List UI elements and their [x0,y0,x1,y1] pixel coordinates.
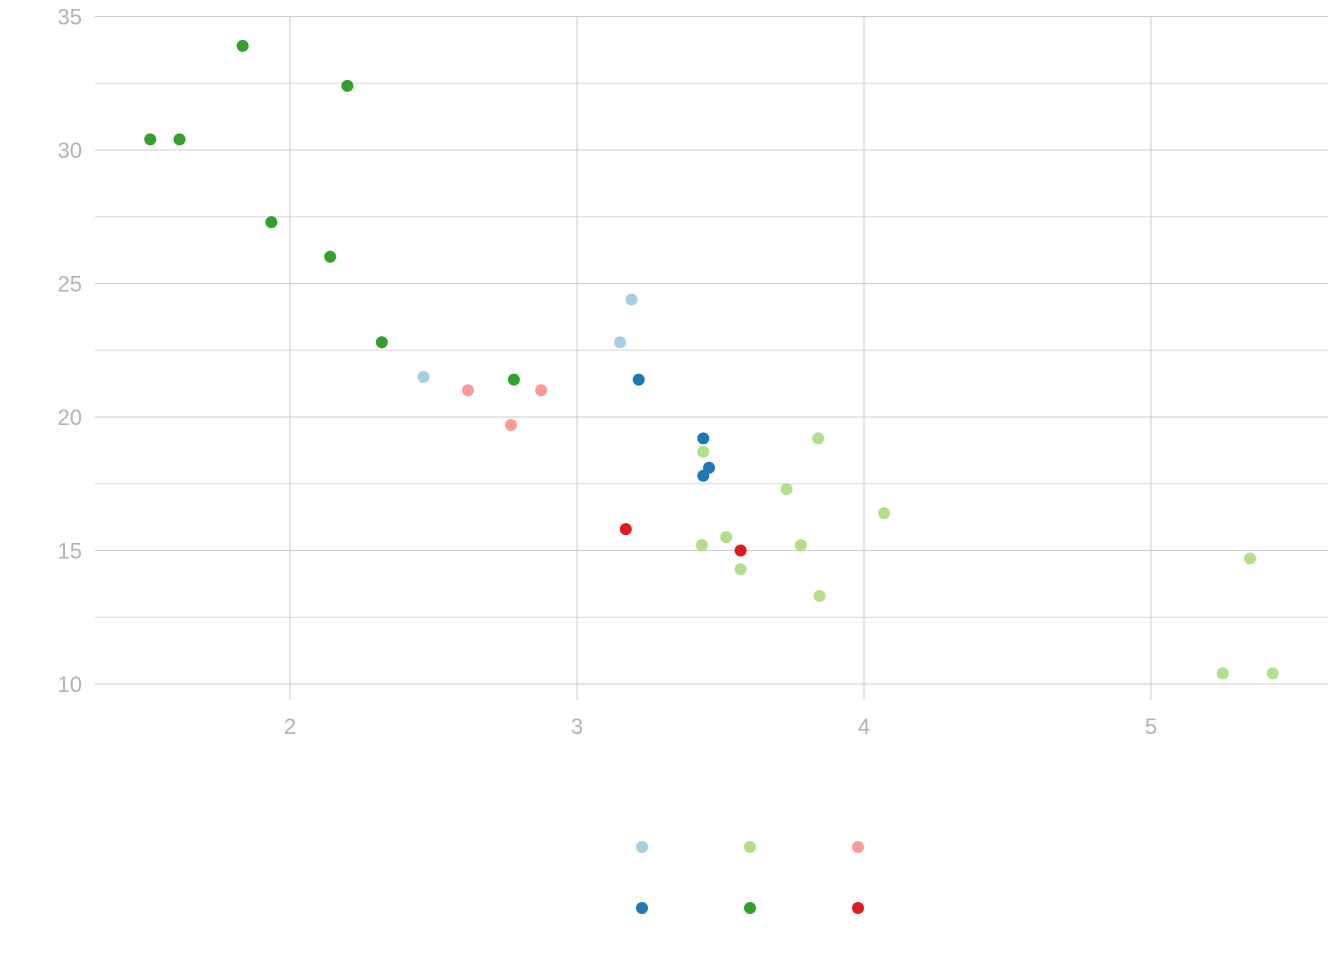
x-axis-ticks: 2 3 4 5 [284,714,1157,739]
data-point [461,384,474,397]
data-point [1216,667,1229,680]
data-point [1266,667,1279,680]
data-point [265,216,278,229]
legend-key [636,902,648,914]
x-tick-label: 3 [571,714,583,739]
y-tick-label: 30 [58,138,82,163]
data-point [632,373,645,386]
legend-key [852,902,864,914]
data-point [813,589,826,602]
y-tick-label: 25 [58,272,82,297]
data-point [794,539,807,552]
data-point [614,336,627,349]
data-point [144,133,157,146]
data-point [236,39,249,52]
legend-key [744,902,756,914]
y-tick-label: 35 [58,5,82,30]
data-point [697,445,710,458]
data-point [619,523,632,536]
data-point [625,293,638,306]
legend-key [852,841,864,853]
data-point [341,79,354,92]
x-tick-label: 4 [858,714,870,739]
data-point [695,539,708,552]
data-point [812,432,825,445]
data-point [697,432,710,445]
data-point [734,563,747,576]
y-tick-label: 10 [58,672,82,697]
data-point [780,483,793,496]
y-tick-label: 15 [58,539,82,564]
data-point [697,469,710,482]
data-point [324,250,337,263]
y-axis-ticks: 10 15 20 25 30 35 [58,5,82,698]
legend-key [636,841,648,853]
y-tick-label: 20 [58,405,82,430]
data-point [173,133,186,146]
data-point [417,370,430,383]
data-point [878,507,891,520]
data-point [507,373,520,386]
data-point [504,419,517,432]
data-point [1244,552,1257,565]
data-point [720,531,733,544]
grid-lines [95,16,1328,700]
data-point [535,384,548,397]
data-point [375,336,388,349]
data-points [144,39,1279,680]
x-tick-label: 2 [284,714,296,739]
x-tick-label: 5 [1145,714,1157,739]
legend [636,841,864,914]
data-point [734,544,747,557]
legend-key [744,841,756,853]
